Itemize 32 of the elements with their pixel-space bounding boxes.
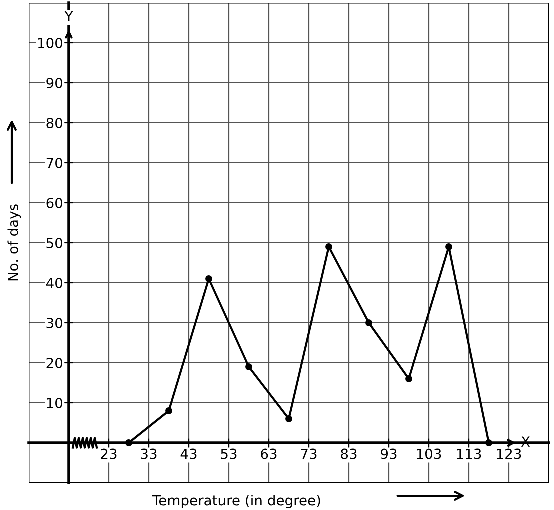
- y-tick-label: 70: [46, 158, 63, 168]
- y-tick-label: 50: [46, 238, 63, 248]
- x-tick-label: 113: [457, 448, 482, 460]
- y-tick-label: 80: [46, 118, 63, 128]
- point: [406, 376, 412, 382]
- point: [446, 244, 452, 250]
- point: [326, 244, 332, 250]
- x-tick-label: 83: [341, 448, 357, 460]
- y-tick-label: 90: [46, 78, 63, 88]
- y-tick-label: 20: [46, 358, 63, 368]
- x-tick-label: 53: [221, 448, 237, 460]
- x-tick-label: 73: [301, 448, 317, 460]
- y-tick-label: 60: [46, 198, 63, 208]
- x-tick-label: 123: [497, 448, 522, 460]
- x-tick-label: 33: [141, 448, 157, 460]
- y-tick-label: 30: [46, 318, 63, 328]
- point: [286, 416, 292, 422]
- x-axis-title: Temperature (in degree): [152, 495, 320, 508]
- point: [366, 320, 372, 326]
- x-tick-label: 23: [101, 448, 117, 460]
- x-tick-label: 63: [261, 448, 277, 460]
- point: [246, 364, 252, 370]
- point: [166, 408, 172, 414]
- x-tick-label: 43: [180, 448, 197, 460]
- x-tick-label: 93: [381, 448, 397, 460]
- point: [206, 276, 212, 282]
- x-tick-label: 103: [417, 448, 442, 460]
- y-tick-label: 40: [46, 278, 63, 288]
- y-axis-title: No. of days: [8, 204, 22, 281]
- y-tick-label: 10: [47, 398, 63, 408]
- annotation: Y: [64, 11, 74, 22]
- y-tick-label: 100: [38, 38, 63, 48]
